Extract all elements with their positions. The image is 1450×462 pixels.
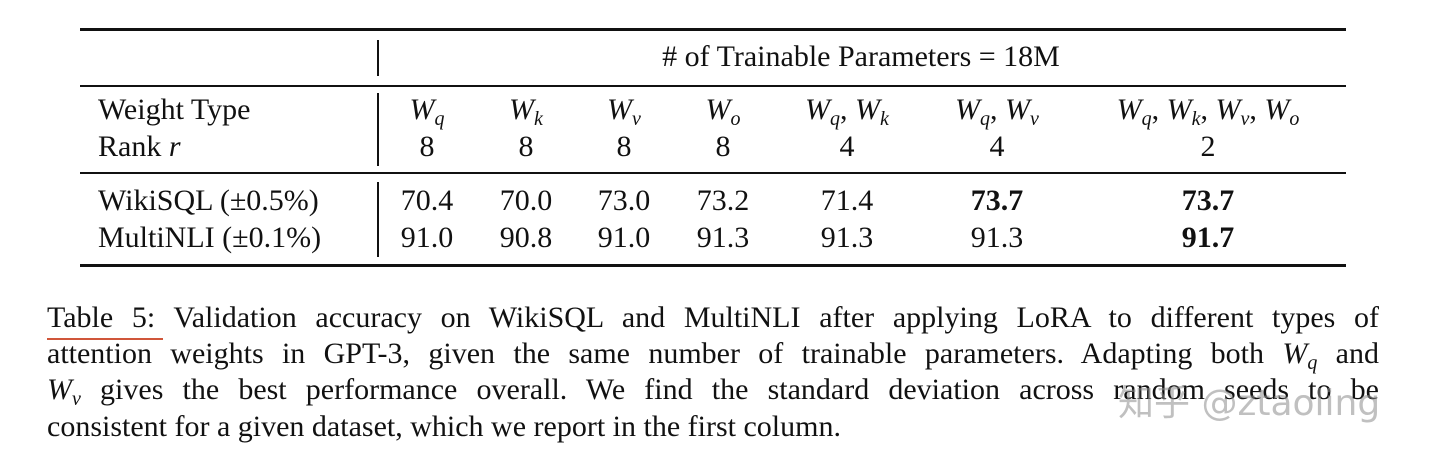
math-symbol: W [607, 93, 633, 126]
text: Validation accuracy on WikiSQL and Multi… [173, 301, 1379, 334]
math-symbol: W [509, 93, 535, 126]
cell: 73.7 [1181, 184, 1235, 217]
rank-value: 4 [839, 130, 855, 163]
math-symbol: W [1282, 337, 1308, 370]
row-label: Weight Type [98, 93, 250, 127]
column-header: Wq, Wk, Wv, Wo [1116, 93, 1300, 130]
column-separator [377, 93, 379, 166]
subscript: q [1307, 352, 1318, 374]
caption-text: attention weights in GPT-3, given the sa… [47, 337, 1379, 373]
subscript: v [1030, 108, 1039, 130]
rank-value: 8 [616, 130, 632, 163]
math-symbol: W [47, 373, 72, 406]
subscript: k [880, 108, 889, 130]
math-symbol: W [1264, 93, 1290, 126]
caption-line: consistent for a given dataset, which we… [47, 409, 1379, 445]
subscript: v [72, 388, 81, 410]
math-symbol: W [705, 93, 731, 126]
column-separator [377, 40, 379, 76]
rank-value: 2 [1200, 130, 1216, 163]
text: consistent for a given dataset, which we… [47, 410, 841, 443]
caption-line: Wv gives the best performance overall. W… [47, 372, 1379, 409]
caption-line: attention weights in GPT-3, given the sa… [47, 336, 1379, 373]
header-title: # of Trainable Parameters = 18M [662, 40, 1060, 73]
math-symbol: W [955, 93, 981, 126]
column-header: Wk [509, 93, 543, 130]
bottom-rule [80, 264, 1346, 267]
text: , [990, 93, 1006, 126]
caption-text: consistent for a given dataset, which we… [47, 410, 841, 443]
text: Weight Type [98, 93, 251, 126]
top-rule [80, 28, 1346, 31]
column-header: Wv [607, 93, 641, 130]
subscript: v [632, 108, 641, 130]
rank-value: 8 [518, 130, 534, 163]
mid-rule [80, 172, 1346, 174]
cell: 73.2 [696, 184, 750, 217]
math-symbol: W [1005, 93, 1031, 126]
math-symbol: W [409, 93, 435, 126]
cell: 91.7 [1181, 221, 1235, 254]
row-label: WikiSQL (±0.5%) [98, 184, 319, 217]
column-separator [377, 182, 379, 257]
cell: 70.4 [400, 184, 454, 217]
subscript: q [434, 108, 445, 130]
caption-text: Validation accuracy on WikiSQL and Multi… [173, 301, 1379, 334]
subscript: k [1191, 108, 1201, 130]
subscript: q [830, 108, 841, 130]
column-header: Wq, Wk [805, 93, 889, 130]
column-header: Wo [705, 93, 741, 130]
cell: 70.0 [499, 184, 553, 217]
subscript: q [1141, 108, 1152, 130]
cell: 91.3 [970, 221, 1024, 254]
text: and [1317, 337, 1379, 370]
text: , [1200, 93, 1216, 126]
rank-value: 8 [419, 130, 435, 163]
math-symbol: r [168, 130, 181, 163]
cell: 91.0 [400, 221, 454, 254]
text: gives the best performance overall. We f… [80, 373, 1379, 406]
cell: 91.3 [820, 221, 874, 254]
math-symbol: W [855, 93, 881, 126]
column-header: Wq, Wv [955, 93, 1039, 130]
text: , [1151, 93, 1167, 126]
row-label: MultiNLI (±0.1%) [98, 221, 322, 254]
cell: 91.3 [696, 221, 750, 254]
text: attention weights in GPT-3, given the sa… [47, 337, 1283, 370]
math-symbol: W [1166, 93, 1192, 126]
rank-value: 8 [715, 130, 731, 163]
subscript: k [534, 108, 543, 130]
text: Rank [98, 130, 169, 163]
subscript: v [1240, 108, 1250, 130]
subscript: o [730, 108, 741, 130]
caption-text: Wv gives the best performance overall. W… [47, 373, 1379, 409]
cell: 71.4 [820, 184, 874, 217]
text: , [840, 93, 856, 126]
caption-label: Table 5: [47, 301, 156, 334]
math-symbol: W [1215, 93, 1241, 126]
cell: 91.0 [597, 221, 651, 254]
row-label: Rank r [98, 130, 181, 164]
text: , [1249, 93, 1265, 126]
caption-underline [47, 338, 163, 340]
column-header: Wq [409, 93, 445, 130]
cell: 73.7 [970, 184, 1024, 217]
cell: 73.0 [597, 184, 651, 217]
cell: 90.8 [499, 221, 553, 254]
math-symbol: W [805, 93, 831, 126]
caption-line: Table 5: Validation accuracy on WikiSQL … [47, 300, 1379, 336]
math-symbol: W [1116, 93, 1142, 126]
rank-value: 4 [989, 130, 1005, 163]
subscript: o [1289, 108, 1300, 130]
mid-rule [80, 85, 1346, 87]
subscript: q [980, 108, 991, 130]
watermark: 知乎 @ztaoling [1118, 383, 1381, 424]
